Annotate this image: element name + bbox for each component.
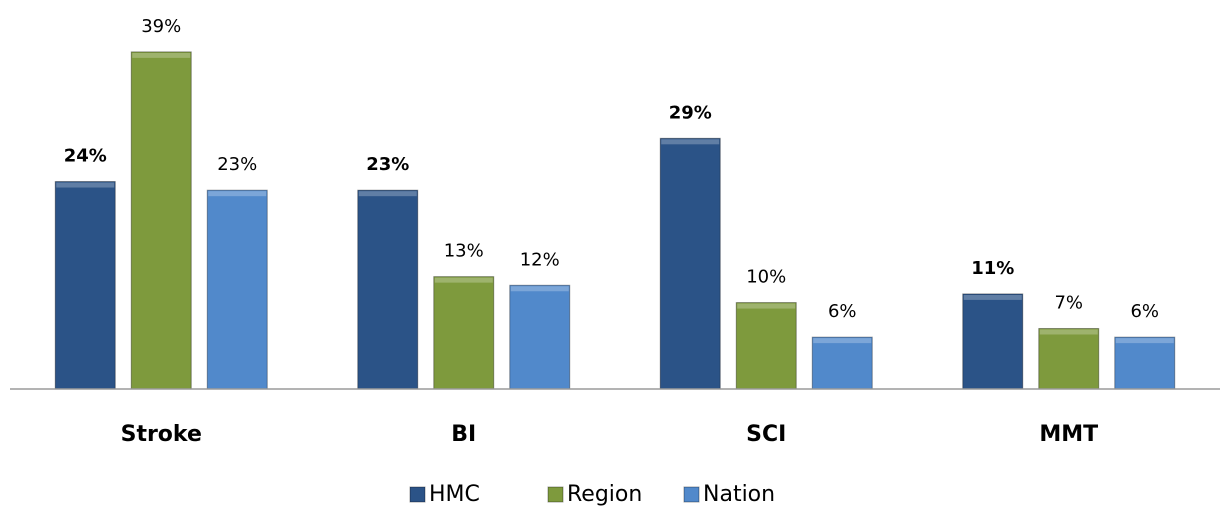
bar [357, 189, 419, 390]
bar-bevel [56, 182, 115, 188]
bar [1114, 336, 1176, 390]
bar [509, 284, 571, 390]
bar-bevel [661, 139, 720, 145]
bar-bevel [737, 303, 796, 309]
bar-bevel [434, 277, 493, 283]
bar [1038, 327, 1100, 390]
bar-bevel [1039, 329, 1098, 335]
bar [962, 293, 1024, 390]
data-label: 23% [366, 154, 409, 175]
bar [433, 276, 495, 390]
data-label: 13% [444, 241, 484, 262]
legend-label: Region [567, 482, 642, 507]
data-label: 10% [746, 267, 786, 288]
x-tick-label: Stroke [121, 422, 202, 447]
data-label: 11% [971, 258, 1014, 279]
bar-bevel [208, 191, 267, 197]
data-label: 24% [64, 146, 107, 167]
legend-swatch [547, 486, 564, 503]
data-label: 7% [1054, 292, 1083, 313]
bar [206, 189, 268, 390]
bar-bevel [963, 294, 1022, 300]
x-tick-label: MMT [1039, 422, 1098, 447]
data-label: 23% [217, 154, 257, 175]
data-label: 12% [520, 249, 560, 270]
data-label: 6% [828, 301, 857, 322]
x-tick-label: BI [451, 422, 476, 447]
data-label: 39% [141, 16, 181, 37]
bar [735, 302, 797, 390]
bar-bevel [132, 52, 191, 58]
bar [811, 336, 873, 390]
data-label: 29% [669, 102, 712, 123]
legend-swatch [683, 486, 700, 503]
x-tick-label: SCI [746, 422, 786, 447]
legend-label: Nation [703, 482, 775, 507]
bar-bevel [358, 191, 417, 197]
bar-bevel [813, 338, 872, 344]
data-label: 6% [1130, 301, 1159, 322]
legend-swatch [409, 486, 426, 503]
legend-label: HMC [429, 482, 480, 507]
bar [54, 181, 116, 390]
bar-bevel [510, 286, 569, 292]
bar-bevel [1115, 338, 1174, 344]
bar [130, 51, 192, 390]
bar [659, 137, 721, 390]
